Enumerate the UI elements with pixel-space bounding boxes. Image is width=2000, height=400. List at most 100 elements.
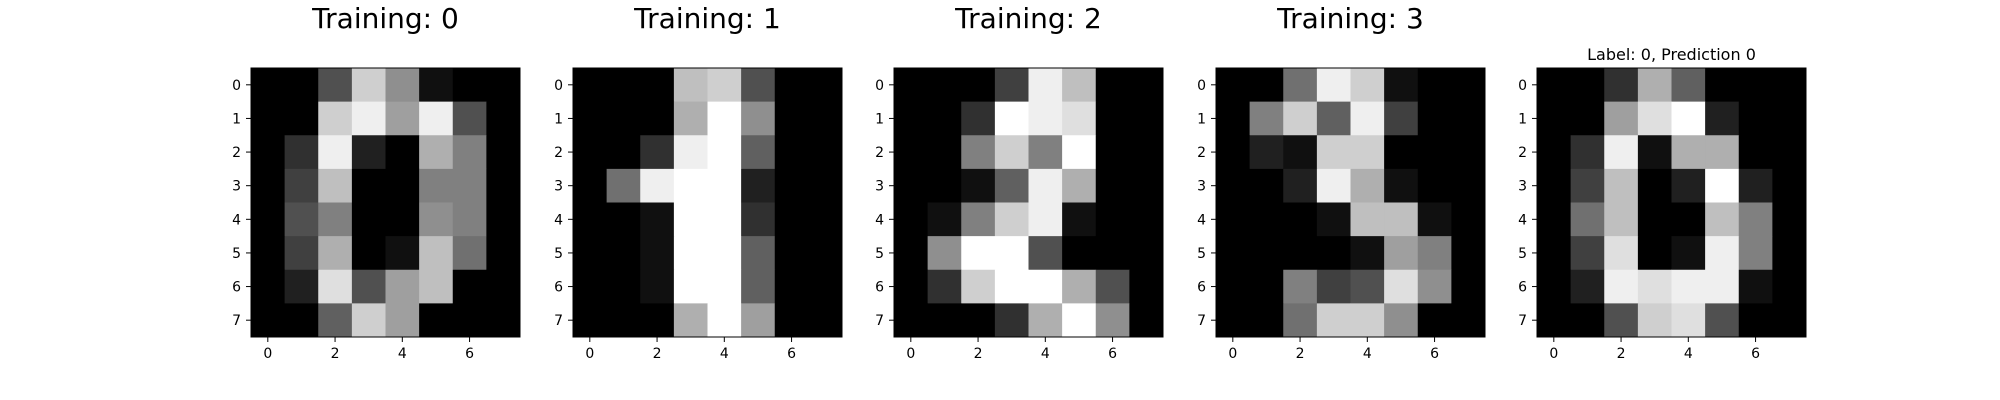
pixel-cell: [419, 269, 454, 304]
pixel-cell: [894, 236, 929, 271]
pixel-cell: [1095, 68, 1130, 103]
pixel-cell: [961, 68, 996, 103]
pixel-cell: [961, 303, 996, 338]
pixel-cell: [385, 202, 420, 237]
pixel-cell: [251, 68, 286, 103]
pixel-cell: [1316, 101, 1351, 136]
y-tick-label: 0: [1197, 78, 1206, 94]
pixel-cell: [808, 303, 843, 338]
pixel-cell: [1249, 303, 1284, 338]
y-tick-label: 4: [232, 212, 241, 228]
digit-panel: Training: 2 0 2 4 6 0 1 2 3 4 5 6 7: [875, 2, 1164, 362]
axes-frame: [893, 67, 1164, 338]
pixel-cell: [1604, 101, 1639, 136]
digit-panel: Label: 0, Prediction 0 0 2 4 6 0 1 2 3 4 5 6 7: [1518, 45, 1807, 362]
pixel-cell: [1738, 269, 1773, 304]
x-tick-label: 6: [1430, 346, 1439, 362]
pixel-cell: [1637, 168, 1672, 203]
pixel-cell: [1095, 236, 1130, 271]
pixel-cell: [927, 202, 962, 237]
pixel-cell: [673, 269, 708, 304]
pixel-cell: [1028, 135, 1063, 170]
pixel-cell: [1637, 269, 1672, 304]
y-tick-label: 1: [1518, 111, 1527, 127]
pixel-cell: [606, 101, 641, 136]
y-tick-label: 5: [232, 246, 241, 262]
pixel-cell: [1451, 68, 1486, 103]
pixel-cell: [251, 303, 286, 338]
pixel-cell: [606, 135, 641, 170]
y-tick-label: 7: [232, 313, 241, 329]
axes-frame: [250, 67, 521, 338]
y-tick-label: 2: [232, 145, 241, 161]
pixel-cell: [318, 68, 353, 103]
pixel-cell: [1216, 236, 1251, 271]
pixel-cell: [1705, 202, 1740, 237]
pixel-cell: [351, 303, 386, 338]
pixel-cell: [1705, 168, 1740, 203]
pixel-cell: [486, 135, 521, 170]
pixel-cell: [1283, 68, 1318, 103]
pixel-cell: [707, 68, 742, 103]
pixel-cell: [1062, 303, 1097, 338]
pixel-cell: [1384, 101, 1419, 136]
pixel-cell: [1095, 202, 1130, 237]
pixel-cell: [1249, 101, 1284, 136]
pixel-cell: [640, 303, 675, 338]
pixel-cell: [927, 303, 962, 338]
pixel-cell: [573, 135, 608, 170]
pixel-cell: [1417, 236, 1452, 271]
pixel-cell: [1350, 68, 1385, 103]
pixel-cell: [1216, 68, 1251, 103]
pixel-cell: [1350, 135, 1385, 170]
pixel-cell: [251, 101, 286, 136]
pixel-cell: [1671, 168, 1706, 203]
x-tick-label: 6: [1751, 346, 1760, 362]
pixel-cell: [284, 101, 319, 136]
pixel-cell: [961, 269, 996, 304]
pixel-cell: [1537, 269, 1572, 304]
pixel-cell: [1637, 135, 1672, 170]
x-tick-label: 4: [398, 346, 407, 362]
pixel-cell: [1316, 236, 1351, 271]
y-tick-label: 2: [554, 145, 563, 161]
pixel-cell: [707, 135, 742, 170]
y-tick-label: 0: [232, 78, 241, 94]
pixel-cell: [774, 68, 809, 103]
pixel-cell: [1350, 101, 1385, 136]
pixel-cell: [640, 101, 675, 136]
pixel-cell: [1316, 135, 1351, 170]
pixel-cell: [1350, 168, 1385, 203]
pixel-cell: [1705, 68, 1740, 103]
pixel-cell: [1637, 68, 1672, 103]
pixel-cell: [640, 202, 675, 237]
pixel-cell: [1249, 135, 1284, 170]
pixel-cell: [640, 168, 675, 203]
pixel-cell: [1637, 236, 1672, 271]
pixel-cell: [1451, 303, 1486, 338]
pixel-cell: [1570, 68, 1605, 103]
pixel-cell: [1028, 202, 1063, 237]
pixel-cell: [318, 303, 353, 338]
y-tick-label: 3: [1518, 179, 1527, 195]
pixel-cell: [419, 202, 454, 237]
pixel-cell: [385, 68, 420, 103]
pixel-cell: [1705, 303, 1740, 338]
pixel-cell: [1350, 269, 1385, 304]
y-tick-label: 2: [875, 145, 884, 161]
pixel-cell: [894, 168, 929, 203]
pixel-cell: [1451, 135, 1486, 170]
pixel-cell: [419, 135, 454, 170]
pixel-cell: [1417, 303, 1452, 338]
pixel-cell: [284, 135, 319, 170]
pixel-cell: [741, 168, 776, 203]
pixel-cell: [351, 168, 386, 203]
pixel-cell: [351, 135, 386, 170]
pixel-cell: [573, 236, 608, 271]
pixel-cell: [707, 236, 742, 271]
pixel-cell: [1062, 68, 1097, 103]
pixel-cell: [1537, 168, 1572, 203]
pixel-cell: [1738, 68, 1773, 103]
pixel-cell: [894, 202, 929, 237]
pixel-cell: [351, 101, 386, 136]
